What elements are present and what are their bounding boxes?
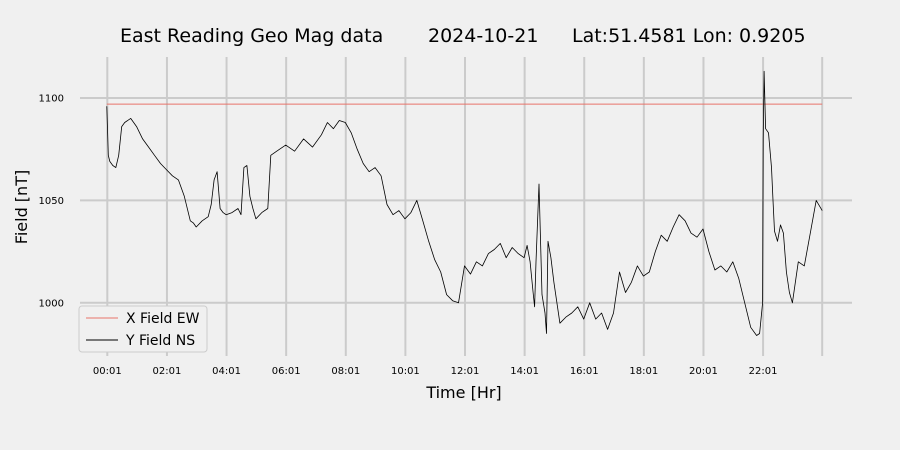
x-tick-label: 20:01: [689, 366, 718, 377]
x-tick-label: 12:01: [451, 366, 480, 377]
ticks: 00:01 02:01 04:01 06:01 08:01 10:01 12:01 14:01…: [39, 93, 778, 377]
x-tick-label: 14:01: [510, 366, 539, 377]
y-tick-label: 1100: [39, 93, 64, 104]
x-axis-label: Time [Hr]: [425, 383, 501, 402]
grid: [80, 57, 852, 356]
x-tick-label: 18:01: [629, 366, 658, 377]
chart-title: East Reading Geo Mag data 2024-10-21 Lat…: [120, 25, 806, 47]
x-tick-label: 22:01: [749, 366, 778, 377]
x-tick-label: 06:01: [272, 366, 301, 377]
x-tick-label: 08:01: [331, 366, 360, 377]
legend-label-x-field: X Field EW: [126, 311, 200, 327]
x-tick-label: 00:01: [93, 366, 122, 377]
y-axis-label: Field [nT]: [12, 170, 31, 244]
y-tick-label: 1000: [39, 298, 64, 309]
series-line-y-field-ns: [106, 70, 823, 336]
x-tick-label: 16:01: [570, 366, 599, 377]
title-date: 2024-10-21: [428, 25, 538, 47]
legend-label-y-field: Y Field NS: [125, 333, 195, 349]
legend: X Field EW Y Field NS: [78, 305, 208, 353]
x-tick-label: 10:01: [391, 366, 420, 377]
y-tick-label: 1050: [39, 196, 64, 207]
title-location: Lat:51.4581 Lon: 0.9205: [572, 25, 806, 47]
title-station: East Reading Geo Mag data: [120, 25, 383, 47]
x-tick-label: 04:01: [212, 366, 241, 377]
x-tick-label: 02:01: [153, 366, 182, 377]
series-layer: [106, 70, 823, 336]
